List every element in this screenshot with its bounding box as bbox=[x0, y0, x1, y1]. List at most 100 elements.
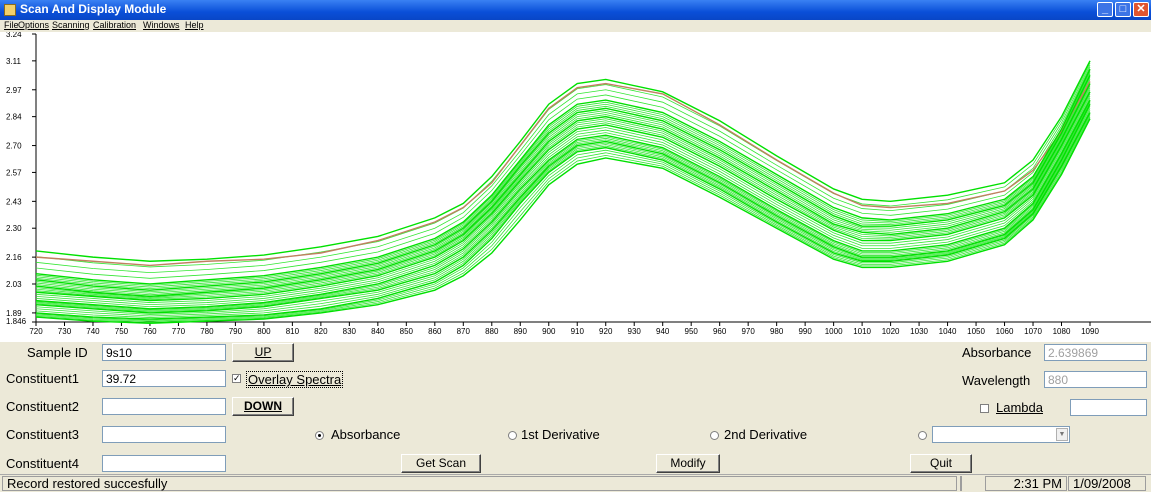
menu-windows[interactable]: Windows bbox=[143, 20, 180, 30]
x-tick-label: 940 bbox=[656, 327, 670, 336]
second-derivative-radio[interactable] bbox=[710, 431, 719, 440]
spectrum-line-faint bbox=[35, 101, 1091, 312]
absorbance-radio-label[interactable]: Absorbance bbox=[331, 427, 401, 442]
x-tick-label: 720 bbox=[29, 327, 43, 336]
x-tick-label: 1010 bbox=[853, 327, 871, 336]
lambda-label[interactable]: Lambda bbox=[996, 400, 1043, 415]
wavelength-label: Wavelength bbox=[962, 373, 1031, 388]
constituent1-label: Constituent1 bbox=[6, 371, 79, 386]
y-tick-label: 2.70 bbox=[6, 142, 22, 151]
extra-radio[interactable] bbox=[918, 431, 927, 440]
spectrum-line-faint bbox=[35, 106, 1091, 315]
x-tick-label: 1080 bbox=[1053, 327, 1071, 336]
spectra-plot: 3.24 3.11 2.97 2.84 2.70 2.57 2.43 2.30 2.16 2.03… bbox=[6, 30, 1151, 336]
spectrum-line-faint bbox=[35, 87, 1091, 299]
status-time: 2:31 PM bbox=[985, 476, 1067, 491]
x-tick-label: 750 bbox=[115, 327, 129, 336]
spectrum-line bbox=[35, 118, 1091, 324]
menu-calibration[interactable]: Calibration bbox=[93, 20, 137, 30]
overlay-spectra-label[interactable]: Overlay Spectra bbox=[246, 371, 344, 388]
spectrum-line-faint bbox=[35, 110, 1091, 318]
y-tick-label: 2.97 bbox=[6, 86, 22, 95]
first-derivative-radio[interactable] bbox=[508, 431, 517, 440]
x-tick-label: 980 bbox=[770, 327, 784, 336]
spectrum-line-faint bbox=[35, 97, 1091, 308]
spectrum-line-faint bbox=[35, 89, 1091, 300]
x-tick-label: 1030 bbox=[910, 327, 928, 336]
x-tick-label: 860 bbox=[428, 327, 442, 336]
spectrum-line bbox=[35, 103, 1091, 314]
y-tick-label: 3.11 bbox=[6, 57, 22, 66]
overlay-spectra-checkbox[interactable]: ✓ bbox=[232, 373, 241, 383]
x-tick-label: 740 bbox=[86, 327, 100, 336]
x-tick-label: 960 bbox=[713, 327, 727, 336]
modify-button[interactable]: Modify bbox=[656, 454, 720, 473]
lambda-input[interactable] bbox=[1070, 399, 1147, 416]
sample-id-input[interactable]: 9s10 bbox=[102, 344, 226, 361]
get-scan-button[interactable]: Get Scan bbox=[401, 454, 481, 473]
menu-bar: File Options Scanning Calibration Window… bbox=[0, 20, 1151, 32]
chevron-down-icon[interactable]: ▼ bbox=[1056, 428, 1068, 441]
x-tick-label: 910 bbox=[571, 327, 585, 336]
absorbance-value-field[interactable]: 2.639869 bbox=[1044, 344, 1147, 361]
spectrum-line-faint bbox=[35, 70, 1091, 286]
constituent3-input[interactable] bbox=[102, 426, 226, 443]
x-tick-label: 950 bbox=[685, 327, 699, 336]
lambda-checkbox[interactable] bbox=[980, 404, 989, 413]
first-derivative-label[interactable]: 1st Derivative bbox=[521, 427, 600, 442]
constituent3-label: Constituent3 bbox=[6, 427, 79, 442]
quit-button[interactable]: Quit bbox=[910, 454, 972, 473]
menu-scanning[interactable]: Scanning bbox=[52, 20, 90, 30]
x-tick-label: 840 bbox=[371, 327, 385, 336]
x-tick-label: 870 bbox=[457, 327, 471, 336]
x-tick-label: 1000 bbox=[825, 327, 843, 336]
close-button[interactable]: ✕ bbox=[1133, 2, 1149, 17]
second-derivative-label[interactable]: 2nd Derivative bbox=[724, 427, 808, 442]
constituent1-input[interactable]: 39.72 bbox=[102, 370, 226, 387]
x-tick-label: 890 bbox=[514, 327, 528, 336]
spectrum-line-faint bbox=[35, 73, 1091, 290]
absorbance-label: Absorbance bbox=[962, 345, 1032, 360]
constituent2-input[interactable] bbox=[102, 398, 226, 415]
x-tick-label: 850 bbox=[400, 327, 414, 336]
x-tick-label: 830 bbox=[343, 327, 357, 336]
spectrum-line bbox=[35, 91, 1091, 302]
maximize-button[interactable]: □ bbox=[1115, 2, 1131, 17]
x-tick-label: 810 bbox=[286, 327, 300, 336]
spectrum-line bbox=[35, 75, 1091, 291]
x-tick-label: 790 bbox=[229, 327, 243, 336]
title-bar: Scan And Display Module _ □ ✕ bbox=[0, 0, 1151, 20]
minimize-button[interactable]: _ bbox=[1097, 2, 1113, 17]
x-tick-label: 1050 bbox=[967, 327, 985, 336]
spectrum-line bbox=[35, 60, 1091, 262]
spectrum-line-faint bbox=[35, 115, 1091, 322]
menu-file[interactable]: File bbox=[4, 20, 19, 30]
x-tick-label: 730 bbox=[58, 327, 72, 336]
constituent2-label: Constituent2 bbox=[6, 399, 79, 414]
spectrum-line-faint bbox=[35, 108, 1091, 317]
y-tick-label: 2.03 bbox=[6, 280, 22, 289]
spectrum-line-faint bbox=[35, 77, 1091, 293]
wavelength-value-field[interactable]: 880 bbox=[1044, 371, 1147, 388]
x-tick-label: 1040 bbox=[939, 327, 957, 336]
x-tick-label: 970 bbox=[741, 327, 755, 336]
window-title: Scan And Display Module bbox=[20, 2, 167, 16]
y-tick-label: 2.43 bbox=[6, 197, 22, 206]
menu-options[interactable]: Options bbox=[18, 20, 50, 30]
spectrum-line-faint bbox=[35, 81, 1091, 296]
status-divider bbox=[960, 476, 962, 491]
option-dropdown[interactable] bbox=[932, 426, 1070, 443]
x-tick-label: 770 bbox=[172, 327, 186, 336]
x-tick-label: 820 bbox=[314, 327, 328, 336]
spectrum-line-faint bbox=[35, 72, 1091, 288]
constituent4-input[interactable] bbox=[102, 455, 226, 472]
absorbance-radio[interactable] bbox=[315, 431, 324, 440]
down-button[interactable]: DOWN bbox=[232, 397, 294, 416]
spectrum-line-faint bbox=[35, 62, 1091, 268]
y-tick-label: 3.24 bbox=[6, 32, 22, 39]
spectrum-line-faint bbox=[35, 113, 1091, 321]
app-icon bbox=[4, 4, 16, 16]
menu-help[interactable]: Help bbox=[185, 20, 204, 30]
up-button[interactable]: UP bbox=[232, 343, 294, 362]
spectrum-line-faint bbox=[35, 79, 1091, 294]
